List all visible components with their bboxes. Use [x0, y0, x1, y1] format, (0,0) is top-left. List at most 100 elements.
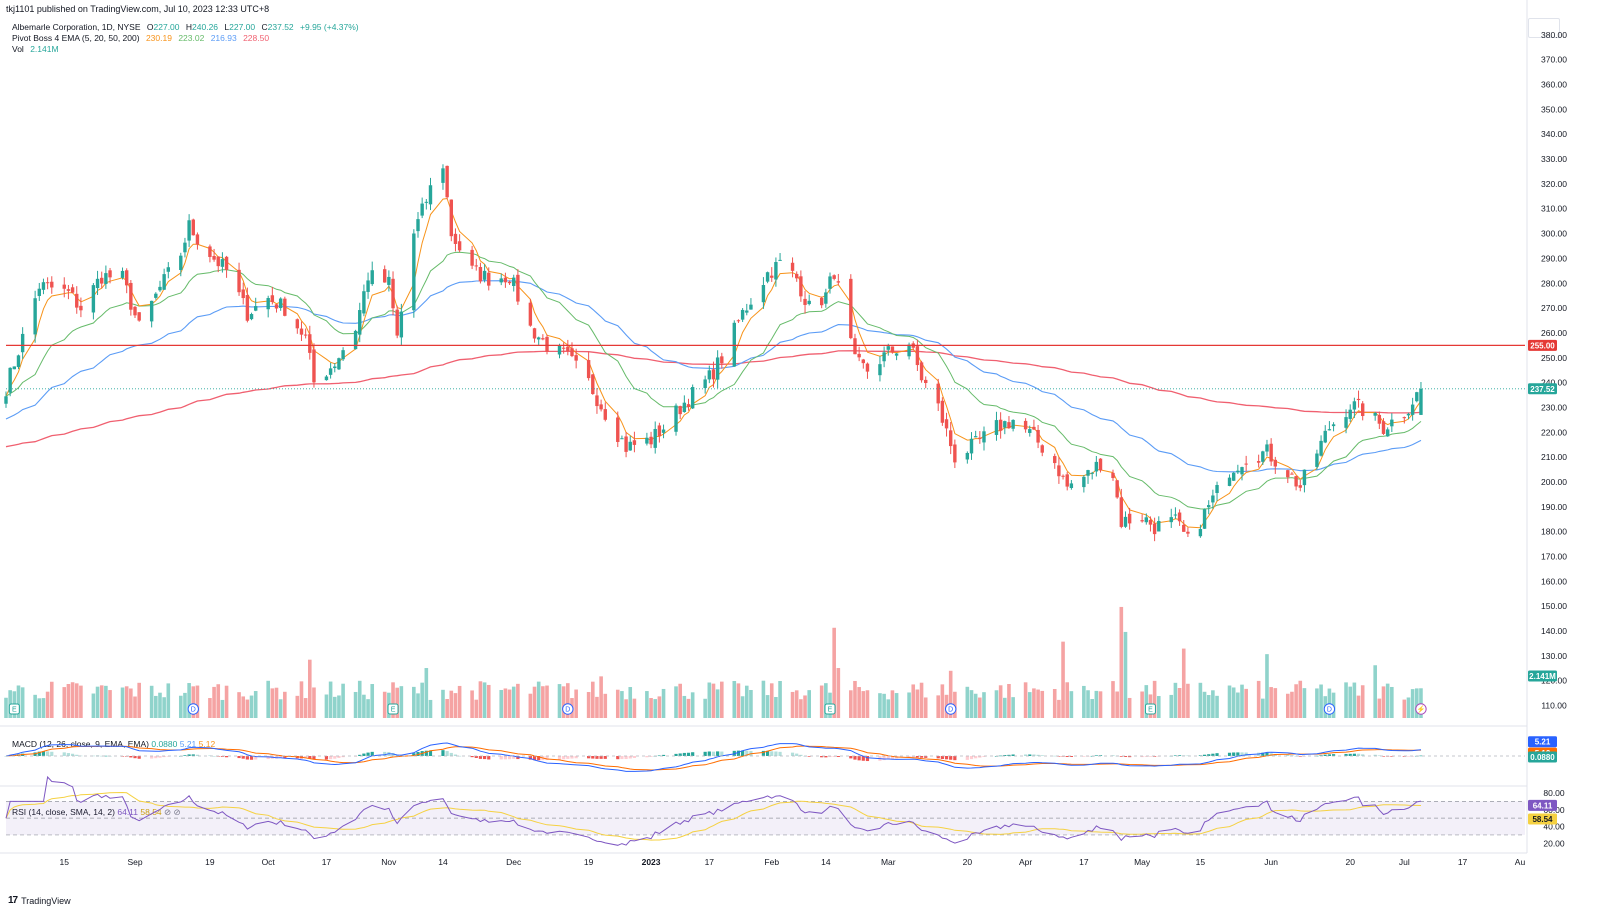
dividend-marker	[562, 703, 574, 715]
candle-body	[907, 344, 911, 357]
macd-hist-bar	[224, 756, 229, 758]
volume-bar	[1094, 690, 1099, 718]
volume-bar	[499, 689, 504, 718]
candle-body	[882, 352, 886, 362]
macd-hist-bar	[150, 756, 154, 759]
volume-badge-bg	[1528, 670, 1557, 682]
time-tick-label: 19	[205, 857, 215, 867]
candle-body	[824, 292, 828, 304]
price-tick-label: 270.00	[1541, 303, 1567, 313]
price-tick-label: 210.00	[1541, 452, 1567, 462]
rsi-badge-text: 64.11	[1533, 801, 1553, 810]
macd-hist-bar	[1240, 752, 1244, 756]
candle-body	[270, 295, 275, 303]
volume-bar	[1119, 606, 1124, 718]
volume-bar	[1202, 691, 1207, 718]
candle-body	[75, 293, 79, 308]
macd-hist-bar	[383, 751, 387, 756]
volume-bar	[445, 698, 449, 718]
time-axis[interactable]: 15 Sep 19 Oct 17 Nov 14 Dec 19 2023 17 Feb 14 Mar 20 Ap…	[60, 857, 1526, 867]
tradingview-logo[interactable]: 17 TradingView	[8, 895, 71, 906]
volume-bar	[154, 695, 158, 718]
macd-hist-bar	[208, 755, 212, 757]
macd-hist-bar	[824, 756, 828, 758]
volume-bar	[807, 690, 811, 718]
symbol-legend[interactable]: Albemarle Corporation, 1D, NYSE O227.00 …	[12, 22, 363, 32]
candle-body	[358, 310, 362, 335]
volume-bar	[682, 695, 687, 718]
macd-hist-bar	[907, 756, 911, 758]
macd-hist-bar	[370, 751, 374, 756]
rsi-sma-badge-text: 58.54	[1532, 815, 1553, 824]
volume-bar	[337, 695, 341, 718]
candle-body	[953, 444, 957, 463]
rsi-legend[interactable]: RSI (14, close, SMA, 14, 2) 64.11 58.54 …	[12, 807, 181, 818]
candle-body	[649, 436, 653, 445]
macd-hist-bar	[924, 756, 928, 758]
volume-bar	[590, 681, 595, 718]
candle-body	[62, 284, 66, 289]
macd-hist-bar	[137, 756, 141, 759]
macd-legend[interactable]: MACD (12, 26, close, 9, EMA, EMA) 0.0880…	[12, 739, 215, 749]
candle-body	[566, 346, 570, 351]
macd-hist-bar	[857, 756, 861, 761]
macd-hist-bar	[412, 753, 416, 756]
price-axis[interactable]: 380.00 370.00 360.00 350.00 340.00 330.00 320.…	[1541, 30, 1567, 848]
volume-bar	[1198, 682, 1203, 718]
volume-bar	[416, 693, 420, 718]
macd-hist-value: 0.0880	[151, 739, 178, 749]
macd-hist-bar	[661, 754, 666, 756]
ema-label: Pivot Boss 4 EMA (5, 20, 50, 200)	[12, 33, 140, 43]
macd-hist-bar	[341, 756, 345, 758]
volume-bar	[274, 687, 279, 718]
rsi-eye-icon[interactable]: ⊘ ⊘	[164, 807, 181, 817]
volume-legend[interactable]: Vol 2.141M	[12, 44, 63, 54]
volume-bar	[645, 691, 649, 718]
volume-bar	[253, 691, 258, 718]
macd-hist-bar	[283, 756, 287, 759]
candle-body	[982, 431, 986, 443]
candle-body	[894, 353, 899, 356]
volume-bar	[1265, 654, 1269, 718]
volume-bar	[449, 690, 454, 718]
candle-body	[1236, 470, 1240, 473]
volume-bar	[478, 681, 483, 718]
time-tick-label: 19	[584, 857, 594, 867]
volume-bar	[1240, 684, 1244, 718]
publisher-line: tkj1101 published on TradingView.com, Ju…	[6, 4, 270, 14]
volume-bar	[278, 699, 283, 718]
candle-body	[41, 282, 46, 290]
ohlc-open: O227.00	[147, 22, 180, 32]
candle-body	[124, 270, 129, 286]
candle-body	[761, 285, 766, 303]
volume-bar	[312, 687, 316, 718]
macd-hist-bar	[736, 750, 741, 756]
macd-hist-bar	[761, 750, 766, 756]
candle-body	[137, 312, 141, 321]
candle-body	[266, 298, 270, 310]
volume-bar	[936, 695, 941, 718]
time-tick-label: Mar	[881, 857, 896, 867]
ema5-value: 230.19	[145, 33, 172, 43]
volume-bar	[532, 686, 537, 718]
ema-legend[interactable]: Pivot Boss 4 EMA (5, 20, 50, 200) 230.19…	[12, 33, 273, 43]
macd-hist-bar	[1128, 756, 1132, 758]
time-tick-label: 20	[963, 857, 973, 867]
time-tick-label: 14	[438, 857, 448, 867]
candle-body	[187, 220, 191, 241]
macd-hist-bar	[416, 751, 420, 756]
macd-hist-bar	[1207, 754, 1211, 756]
volume-bar	[133, 696, 137, 718]
candle-body	[1040, 445, 1044, 453]
rsi-value: 64.11	[117, 807, 138, 817]
volume-bar	[95, 686, 100, 718]
price-axis-settings-box[interactable]	[1528, 18, 1560, 38]
time-tick-label: 20	[1345, 857, 1355, 867]
candle-body	[828, 276, 832, 289]
volume-bar	[973, 693, 978, 718]
macd-line-value: 5.21	[179, 739, 197, 749]
volume-bar	[516, 683, 520, 718]
volume-bar	[1348, 686, 1353, 718]
volume-bar	[70, 682, 75, 718]
